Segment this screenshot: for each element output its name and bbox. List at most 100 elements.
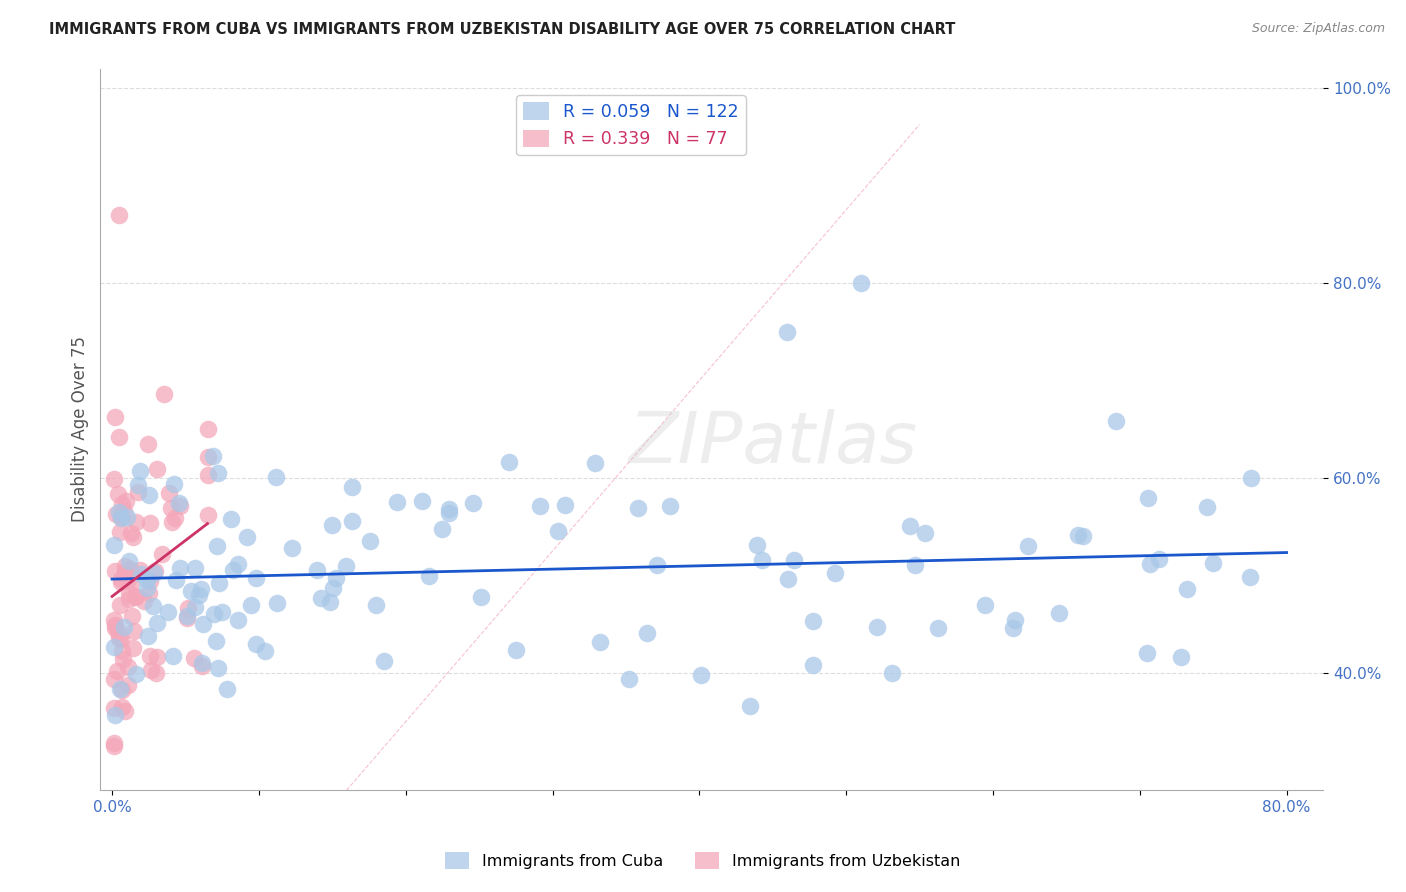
Point — [589, 635, 612, 649]
Point — [197, 508, 219, 523]
Point — [325, 571, 347, 585]
Point — [117, 572, 139, 586]
Point — [226, 557, 249, 571]
Point — [463, 496, 485, 510]
Point — [745, 538, 768, 552]
Point — [1175, 582, 1198, 596]
Point — [121, 608, 143, 623]
Point — [184, 600, 207, 615]
Point — [115, 509, 138, 524]
Point — [108, 681, 131, 696]
Point — [1004, 613, 1026, 627]
Point — [778, 572, 800, 586]
Point — [207, 466, 229, 480]
Point — [226, 613, 249, 627]
Point — [411, 493, 433, 508]
Point — [217, 681, 239, 696]
Point — [111, 700, 134, 714]
Point — [118, 562, 141, 576]
Legend: R = 0.059   N = 122, R = 0.339   N = 77: R = 0.059 N = 122, R = 0.339 N = 77 — [516, 95, 747, 155]
Point — [104, 507, 127, 521]
Point — [307, 563, 329, 577]
Point — [114, 704, 136, 718]
Point — [373, 654, 395, 668]
Point — [104, 707, 127, 722]
Point — [165, 573, 187, 587]
Point — [103, 739, 125, 753]
Legend: Immigrants from Cuba, Immigrants from Uzbekistan: Immigrants from Cuba, Immigrants from Uz… — [439, 846, 967, 875]
Text: ZIPatlas: ZIPatlas — [628, 409, 918, 478]
Point — [110, 572, 132, 586]
Point — [136, 574, 159, 588]
Point — [866, 620, 889, 634]
Point — [124, 515, 146, 529]
Point — [1139, 558, 1161, 572]
Point — [160, 515, 183, 529]
Point — [110, 575, 132, 590]
Point — [114, 559, 136, 574]
Point — [1147, 552, 1170, 566]
Point — [547, 524, 569, 539]
Point — [187, 587, 209, 601]
Point — [112, 620, 135, 634]
Text: IMMIGRANTS FROM CUBA VS IMMIGRANTS FROM UZBEKISTAN DISABILITY AGE OVER 75 CORREL: IMMIGRANTS FROM CUBA VS IMMIGRANTS FROM … — [49, 22, 956, 37]
Point — [162, 649, 184, 664]
Point — [437, 506, 460, 520]
Point — [108, 525, 131, 540]
Point — [1170, 649, 1192, 664]
Point — [136, 629, 159, 643]
Point — [160, 501, 183, 516]
Point — [973, 598, 995, 612]
Point — [103, 640, 125, 654]
Point — [254, 644, 277, 658]
Point — [1240, 471, 1263, 485]
Point — [110, 632, 132, 646]
Point — [163, 476, 186, 491]
Point — [129, 464, 152, 478]
Point — [134, 594, 156, 608]
Point — [103, 672, 125, 686]
Point — [104, 621, 127, 635]
Point — [125, 589, 148, 603]
Point — [108, 505, 131, 519]
Point — [1202, 556, 1225, 570]
Point — [138, 488, 160, 502]
Point — [927, 621, 949, 635]
Point — [143, 564, 166, 578]
Point — [239, 598, 262, 612]
Point — [627, 501, 650, 516]
Point — [110, 497, 132, 511]
Point — [138, 648, 160, 663]
Point — [236, 530, 259, 544]
Point — [266, 596, 288, 610]
Point — [180, 584, 202, 599]
Point — [219, 511, 242, 525]
Point — [112, 652, 135, 666]
Point — [202, 449, 225, 463]
Point — [205, 633, 228, 648]
Point — [169, 561, 191, 575]
Point — [197, 422, 219, 436]
Point — [107, 625, 129, 640]
Point — [176, 609, 198, 624]
Point — [127, 485, 149, 500]
Point — [439, 502, 461, 516]
Point — [359, 533, 381, 548]
Point — [120, 575, 142, 590]
Point — [184, 561, 207, 575]
Point — [751, 552, 773, 566]
Point — [281, 541, 304, 555]
Point — [117, 678, 139, 692]
Point — [142, 566, 165, 580]
Point — [111, 683, 134, 698]
Point — [122, 530, 145, 544]
Point — [1001, 621, 1024, 635]
Point — [321, 517, 343, 532]
Point — [122, 624, 145, 639]
Point — [114, 568, 136, 582]
Point — [264, 470, 287, 484]
Point — [190, 582, 212, 597]
Point — [529, 500, 551, 514]
Point — [1047, 606, 1070, 620]
Point — [776, 325, 799, 339]
